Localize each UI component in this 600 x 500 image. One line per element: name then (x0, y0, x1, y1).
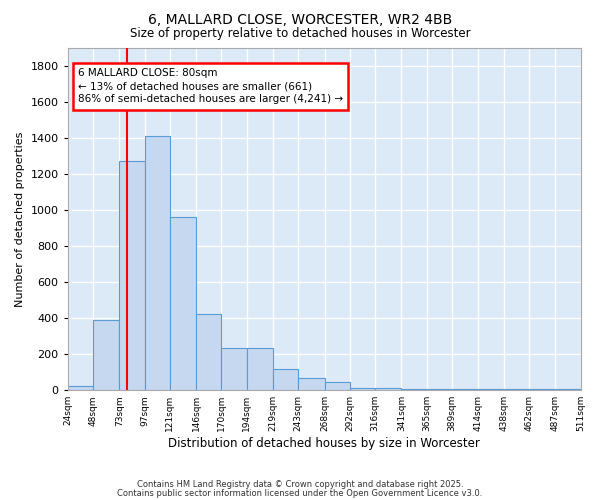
Bar (273, 368, 298, 390)
Bar (119, 161, 145, 390)
Text: Contains HM Land Registry data © Crown copyright and database right 2025.: Contains HM Land Registry data © Crown c… (137, 480, 463, 489)
Bar (375, 388, 401, 390)
X-axis label: Distribution of detached houses by size in Worcester: Distribution of detached houses by size … (168, 437, 480, 450)
Bar (170, 217, 196, 390)
Bar (145, 136, 170, 390)
Text: 6 MALLARD CLOSE: 80sqm
← 13% of detached houses are smaller (661)
86% of semi-de: 6 MALLARD CLOSE: 80sqm ← 13% of detached… (78, 68, 343, 104)
Bar (221, 348, 247, 390)
Text: 6, MALLARD CLOSE, WORCESTER, WR2 4BB: 6, MALLARD CLOSE, WORCESTER, WR2 4BB (148, 12, 452, 26)
Bar (298, 378, 325, 390)
Bar (325, 382, 350, 390)
Bar (247, 348, 273, 390)
Bar (350, 388, 375, 390)
Y-axis label: Number of detached properties: Number of detached properties (15, 131, 25, 306)
Text: Contains public sector information licensed under the Open Government Licence v3: Contains public sector information licen… (118, 490, 482, 498)
Text: Size of property relative to detached houses in Worcester: Size of property relative to detached ho… (130, 28, 470, 40)
Bar (68, 386, 93, 390)
Bar (93, 320, 119, 390)
Bar (196, 314, 221, 390)
